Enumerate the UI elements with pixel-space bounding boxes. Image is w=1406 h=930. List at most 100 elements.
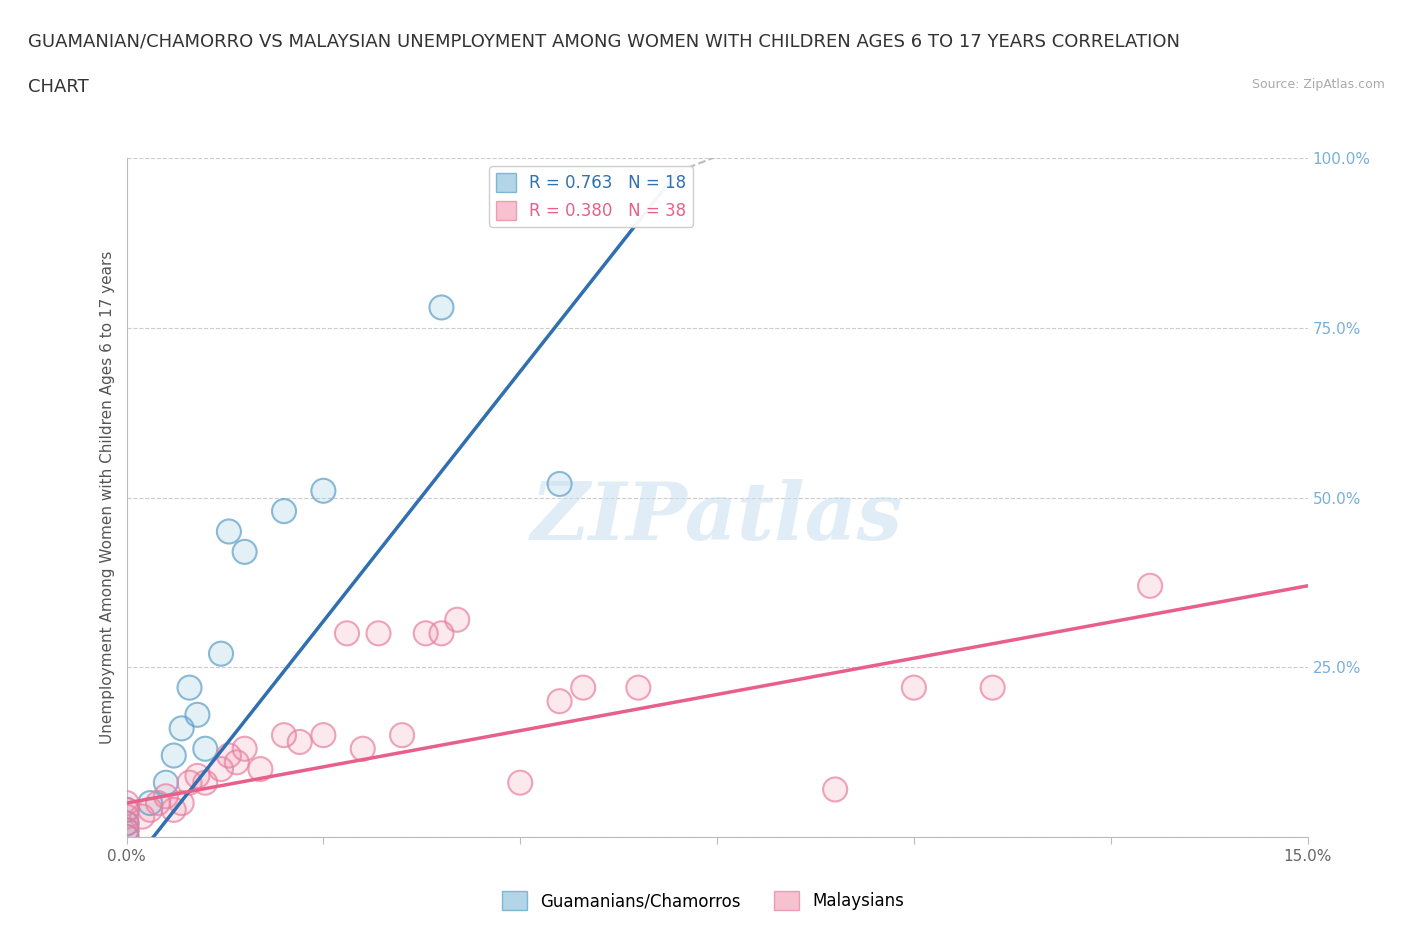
- Point: [981, 680, 1004, 695]
- Point: [273, 727, 295, 742]
- Point: [430, 300, 453, 315]
- Point: [430, 626, 453, 641]
- Point: [824, 782, 846, 797]
- Point: [155, 776, 177, 790]
- Point: [233, 741, 256, 756]
- Point: [391, 727, 413, 742]
- Point: [312, 727, 335, 742]
- Point: [170, 796, 193, 811]
- Point: [1139, 578, 1161, 593]
- Point: [194, 776, 217, 790]
- Text: ZIPatlas: ZIPatlas: [531, 479, 903, 557]
- Point: [288, 735, 311, 750]
- Point: [115, 816, 138, 830]
- Point: [163, 803, 186, 817]
- Point: [179, 680, 201, 695]
- Point: [115, 816, 138, 830]
- Point: [179, 776, 201, 790]
- Point: [179, 776, 201, 790]
- Point: [186, 708, 208, 723]
- Point: [312, 484, 335, 498]
- Point: [572, 680, 595, 695]
- Point: [446, 612, 468, 627]
- Point: [155, 789, 177, 804]
- Point: [209, 762, 232, 777]
- Point: [115, 796, 138, 811]
- Point: [548, 476, 571, 491]
- Point: [194, 741, 217, 756]
- Point: [233, 741, 256, 756]
- Point: [415, 626, 437, 641]
- Point: [155, 789, 177, 804]
- Text: Source: ZipAtlas.com: Source: ZipAtlas.com: [1251, 78, 1385, 91]
- Point: [194, 741, 217, 756]
- Point: [115, 803, 138, 817]
- Point: [225, 755, 247, 770]
- Text: CHART: CHART: [28, 78, 89, 96]
- Point: [225, 755, 247, 770]
- Point: [115, 803, 138, 817]
- Point: [312, 484, 335, 498]
- Legend: R = 0.763   N = 18, R = 0.380   N = 38: R = 0.763 N = 18, R = 0.380 N = 38: [489, 166, 693, 227]
- Point: [352, 741, 374, 756]
- Point: [155, 776, 177, 790]
- Point: [509, 776, 531, 790]
- Point: [115, 803, 138, 817]
- Point: [446, 612, 468, 627]
- Point: [115, 823, 138, 838]
- Point: [115, 809, 138, 824]
- Point: [249, 762, 271, 777]
- Point: [115, 830, 138, 844]
- Point: [233, 544, 256, 559]
- Point: [115, 823, 138, 838]
- Point: [288, 735, 311, 750]
- Point: [131, 809, 153, 824]
- Point: [218, 525, 240, 539]
- Point: [115, 816, 138, 830]
- Point: [273, 504, 295, 519]
- Point: [336, 626, 359, 641]
- Point: [115, 823, 138, 838]
- Point: [548, 694, 571, 709]
- Point: [170, 721, 193, 736]
- Point: [572, 680, 595, 695]
- Point: [186, 768, 208, 783]
- Point: [146, 796, 169, 811]
- Point: [146, 796, 169, 811]
- Point: [163, 748, 186, 763]
- Point: [548, 694, 571, 709]
- Point: [1139, 578, 1161, 593]
- Point: [186, 708, 208, 723]
- Point: [430, 626, 453, 641]
- Point: [163, 748, 186, 763]
- Point: [903, 680, 925, 695]
- Point: [209, 646, 232, 661]
- Point: [194, 776, 217, 790]
- Legend: Guamanians/Chamorros, Malaysians: Guamanians/Chamorros, Malaysians: [495, 884, 911, 917]
- Point: [273, 727, 295, 742]
- Point: [209, 762, 232, 777]
- Point: [312, 727, 335, 742]
- Point: [548, 476, 571, 491]
- Point: [115, 823, 138, 838]
- Point: [115, 803, 138, 817]
- Point: [139, 803, 162, 817]
- Point: [139, 796, 162, 811]
- Point: [115, 796, 138, 811]
- Point: [627, 680, 650, 695]
- Point: [981, 680, 1004, 695]
- Point: [233, 544, 256, 559]
- Point: [218, 748, 240, 763]
- Point: [186, 768, 208, 783]
- Point: [115, 809, 138, 824]
- Point: [131, 809, 153, 824]
- Point: [170, 796, 193, 811]
- Point: [139, 803, 162, 817]
- Y-axis label: Unemployment Among Women with Children Ages 6 to 17 years: Unemployment Among Women with Children A…: [100, 251, 115, 744]
- Point: [824, 782, 846, 797]
- Point: [273, 504, 295, 519]
- Point: [367, 626, 389, 641]
- Point: [115, 830, 138, 844]
- Text: GUAMANIAN/CHAMORRO VS MALAYSIAN UNEMPLOYMENT AMONG WOMEN WITH CHILDREN AGES 6 TO: GUAMANIAN/CHAMORRO VS MALAYSIAN UNEMPLOY…: [28, 33, 1180, 50]
- Point: [430, 300, 453, 315]
